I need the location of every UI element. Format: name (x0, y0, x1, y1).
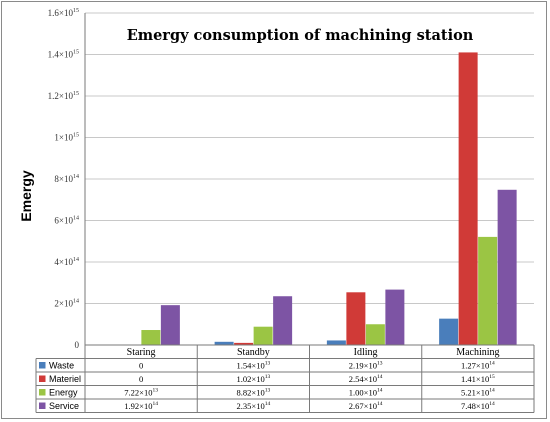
y-tick-label: 8×1014 (54, 174, 79, 184)
data-label: 8.82×1013 (237, 388, 271, 398)
data-label: 1.02×1013 (237, 374, 271, 384)
bar-energy-machining (478, 236, 498, 345)
bar-energy-idling (365, 324, 385, 345)
bar-service-staring (160, 305, 180, 345)
bar-waste-machining (439, 318, 459, 345)
y-tick-label: 1×1015 (54, 133, 79, 143)
data-label: 1.00×1014 (349, 388, 383, 398)
legend-swatch (39, 402, 46, 409)
y-tick-label: 2×1014 (54, 299, 79, 309)
series-name: Energy (49, 388, 78, 398)
y-tick-label: 0 (75, 340, 80, 350)
category-label: Idling (354, 347, 378, 358)
bar-energy-staring (141, 330, 161, 345)
bar-energy-standby (253, 326, 273, 345)
y-tick-label: 1.6×1015 (48, 8, 79, 18)
data-label: 1.41×1015 (461, 374, 495, 384)
legend-swatch (39, 362, 46, 369)
chart-title: Emergy consumption of machining station (127, 27, 474, 44)
category-label: Standby (237, 347, 270, 358)
data-label: 2.35×1014 (237, 401, 271, 411)
data-label: 5.21×1014 (461, 388, 495, 398)
data-label: 2.67×1014 (349, 401, 383, 411)
category-label: Machining (456, 347, 499, 358)
data-label: 0 (139, 361, 143, 371)
y-tick-label: 6×1014 (54, 216, 79, 226)
bar-service-idling (385, 289, 405, 345)
bar-waste-idling (326, 340, 346, 345)
bar-materiel-machining (458, 52, 478, 346)
data-label: 1.92×1014 (124, 401, 158, 411)
data-label: 1.27×1014 (461, 361, 495, 371)
series-name: Service (49, 401, 79, 411)
bar-waste-standby (214, 341, 234, 345)
data-label: 2.19×1013 (349, 361, 383, 371)
series-name: Materiel (49, 374, 81, 384)
series-name: Waste (49, 361, 74, 371)
data-label: 1.54×1013 (237, 361, 271, 371)
bar-service-standby (273, 296, 293, 345)
data-label: 2.54×1014 (349, 374, 383, 384)
data-label: 7.48×1014 (461, 401, 495, 411)
legend-swatch (39, 389, 46, 396)
bar-service-machining (497, 189, 517, 345)
data-label: 7.22×1013 (124, 388, 158, 398)
data-label: 0 (139, 374, 143, 384)
bar-materiel-standby (234, 342, 254, 345)
y-tick-label: 1.4×1015 (48, 50, 79, 60)
bar-materiel-idling (346, 292, 366, 345)
legend-swatch (39, 375, 46, 382)
y-tick-label: 4×1014 (54, 257, 79, 267)
y-tick-label: 1.2×1015 (48, 91, 79, 101)
y-axis-label: Emergy (18, 170, 34, 222)
category-label: Staring (127, 347, 156, 358)
